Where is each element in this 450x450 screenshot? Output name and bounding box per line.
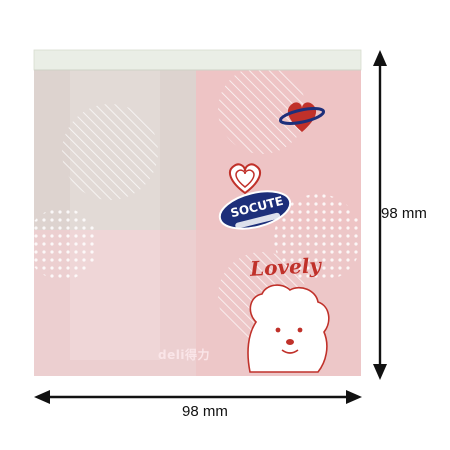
sticker-title: Lovely bbox=[249, 253, 322, 281]
socute-badge bbox=[218, 190, 292, 230]
dog-icon bbox=[247, 284, 330, 373]
striped-circle bbox=[62, 104, 158, 200]
brand-logo: deli得力 bbox=[158, 348, 210, 362]
arrow-horizontal-icon bbox=[34, 390, 362, 404]
height-label: 98 mm bbox=[381, 205, 427, 222]
heart-icon bbox=[229, 163, 261, 195]
dotted-circle bbox=[274, 194, 361, 282]
striped-circle bbox=[218, 66, 306, 154]
dotted-circle bbox=[34, 208, 98, 280]
width-label: 98 mm bbox=[182, 403, 228, 420]
arrow-vertical-icon bbox=[373, 50, 387, 380]
heart-planet-icon bbox=[278, 102, 326, 132]
pad-top-strip bbox=[33, 49, 362, 71]
